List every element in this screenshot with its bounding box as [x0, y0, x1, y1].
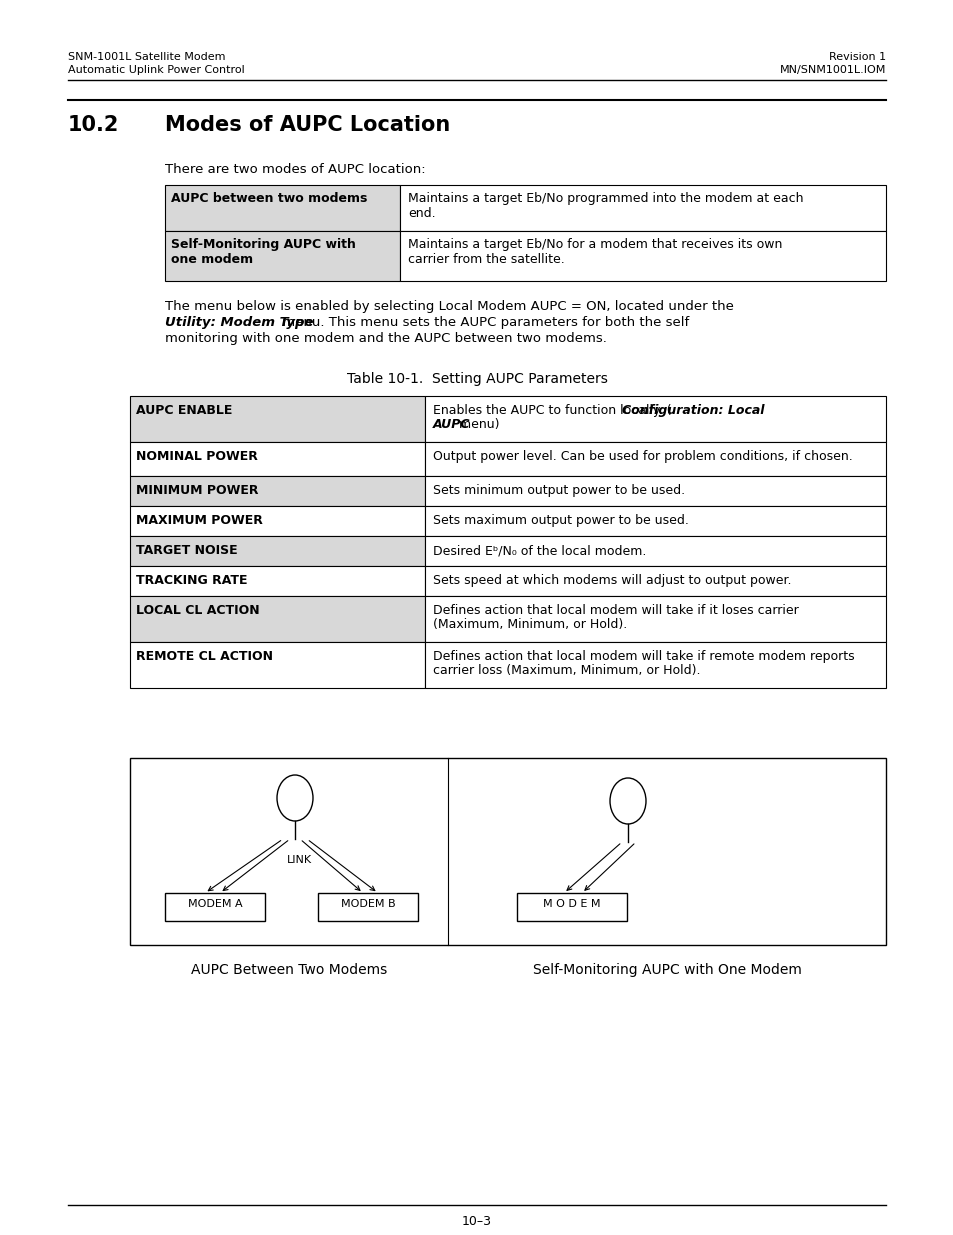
Text: menu): menu)	[455, 417, 498, 431]
Bar	[130, 597, 424, 642]
Text: MINIMUM POWER: MINIMUM POWER	[136, 484, 258, 496]
Text: AUPC ENABLE: AUPC ENABLE	[136, 404, 233, 417]
Bar	[130, 442, 424, 475]
Text: 10–3: 10–3	[461, 1215, 492, 1228]
Text: 10.2: 10.2	[68, 115, 119, 135]
Text: MN/SNM1001L.IOM: MN/SNM1001L.IOM	[779, 65, 885, 75]
Text: (Maximum, Minimum, or Hold).: (Maximum, Minimum, or Hold).	[433, 618, 626, 631]
Bar	[424, 475, 885, 506]
Text: carrier loss (Maximum, Minimum, or Hold).: carrier loss (Maximum, Minimum, or Hold)…	[433, 664, 700, 677]
Text: AUPC Between Two Modems: AUPC Between Two Modems	[191, 963, 387, 977]
Bar	[424, 396, 885, 442]
Text: SNM-1001L Satellite Modem: SNM-1001L Satellite Modem	[68, 52, 225, 62]
Text: LOCAL CL ACTION: LOCAL CL ACTION	[136, 604, 259, 618]
Text: M O D E M: M O D E M	[542, 899, 600, 909]
Text: monitoring with one modem and the AUPC between two modems.: monitoring with one modem and the AUPC b…	[165, 332, 606, 345]
Ellipse shape	[609, 778, 645, 824]
Text: MAXIMUM POWER: MAXIMUM POWER	[136, 514, 263, 527]
Text: MODEM B: MODEM B	[340, 899, 395, 909]
Bar	[424, 536, 885, 566]
Bar	[130, 396, 424, 442]
Text: Desired Eᵇ/N₀ of the local modem.: Desired Eᵇ/N₀ of the local modem.	[433, 543, 646, 557]
Bar	[165, 893, 265, 921]
Bar	[424, 642, 885, 688]
Bar	[424, 506, 885, 536]
Text: NOMINAL POWER: NOMINAL POWER	[136, 450, 257, 463]
Text: Utility: Modem Type: Utility: Modem Type	[165, 316, 314, 329]
Bar	[399, 185, 885, 231]
Text: Enables the AUPC to function locally. (: Enables the AUPC to function locally. (	[433, 404, 671, 417]
Bar	[517, 893, 626, 921]
Text: Revision 1: Revision 1	[828, 52, 885, 62]
Text: Table 10-1.  Setting AUPC Parameters: Table 10-1. Setting AUPC Parameters	[346, 372, 607, 387]
Text: Self-Monitoring AUPC with
one modem: Self-Monitoring AUPC with one modem	[171, 238, 355, 266]
Text: LINK: LINK	[287, 855, 312, 864]
Bar	[130, 506, 424, 536]
Text: REMOTE CL ACTION: REMOTE CL ACTION	[136, 650, 273, 663]
Bar	[424, 566, 885, 597]
Text: MODEM A: MODEM A	[188, 899, 242, 909]
Bar	[130, 475, 424, 506]
Text: Automatic Uplink Power Control: Automatic Uplink Power Control	[68, 65, 245, 75]
Text: Maintains a target Eb/No programmed into the modem at each
end.: Maintains a target Eb/No programmed into…	[408, 191, 802, 220]
Bar	[130, 536, 424, 566]
Text: menu. This menu sets the AUPC parameters for both the self: menu. This menu sets the AUPC parameters…	[277, 316, 688, 329]
Bar	[130, 758, 885, 945]
Text: Maintains a target Eb/No for a modem that receives its own
carrier from the sate: Maintains a target Eb/No for a modem tha…	[408, 238, 781, 266]
Text: TRACKING RATE: TRACKING RATE	[136, 574, 247, 587]
Text: Sets minimum output power to be used.: Sets minimum output power to be used.	[433, 484, 684, 496]
Bar	[130, 566, 424, 597]
Text: Output power level. Can be used for problem conditions, if chosen.: Output power level. Can be used for prob…	[433, 450, 852, 463]
Ellipse shape	[276, 776, 313, 821]
Text: Self-Monitoring AUPC with One Modem: Self-Monitoring AUPC with One Modem	[532, 963, 801, 977]
Bar	[165, 231, 399, 282]
Bar	[424, 597, 885, 642]
Text: AUPC: AUPC	[433, 417, 470, 431]
Text: Configuration: Local: Configuration: Local	[621, 404, 764, 417]
Text: The menu below is enabled by selecting Local Modem AUPC = ON, located under the: The menu below is enabled by selecting L…	[165, 300, 733, 312]
Text: Defines action that local modem will take if remote modem reports: Defines action that local modem will tak…	[433, 650, 854, 663]
Text: Sets speed at which modems will adjust to output power.: Sets speed at which modems will adjust t…	[433, 574, 791, 587]
Bar	[165, 185, 399, 231]
Text: Defines action that local modem will take if it loses carrier: Defines action that local modem will tak…	[433, 604, 798, 618]
Bar	[399, 231, 885, 282]
Bar	[317, 893, 417, 921]
Bar	[130, 642, 424, 688]
Text: AUPC between two modems: AUPC between two modems	[171, 191, 367, 205]
Text: Sets maximum output power to be used.: Sets maximum output power to be used.	[433, 514, 688, 527]
Text: Modes of AUPC Location: Modes of AUPC Location	[165, 115, 450, 135]
Text: There are two modes of AUPC location:: There are two modes of AUPC location:	[165, 163, 425, 177]
Text: TARGET NOISE: TARGET NOISE	[136, 543, 237, 557]
Bar	[424, 442, 885, 475]
